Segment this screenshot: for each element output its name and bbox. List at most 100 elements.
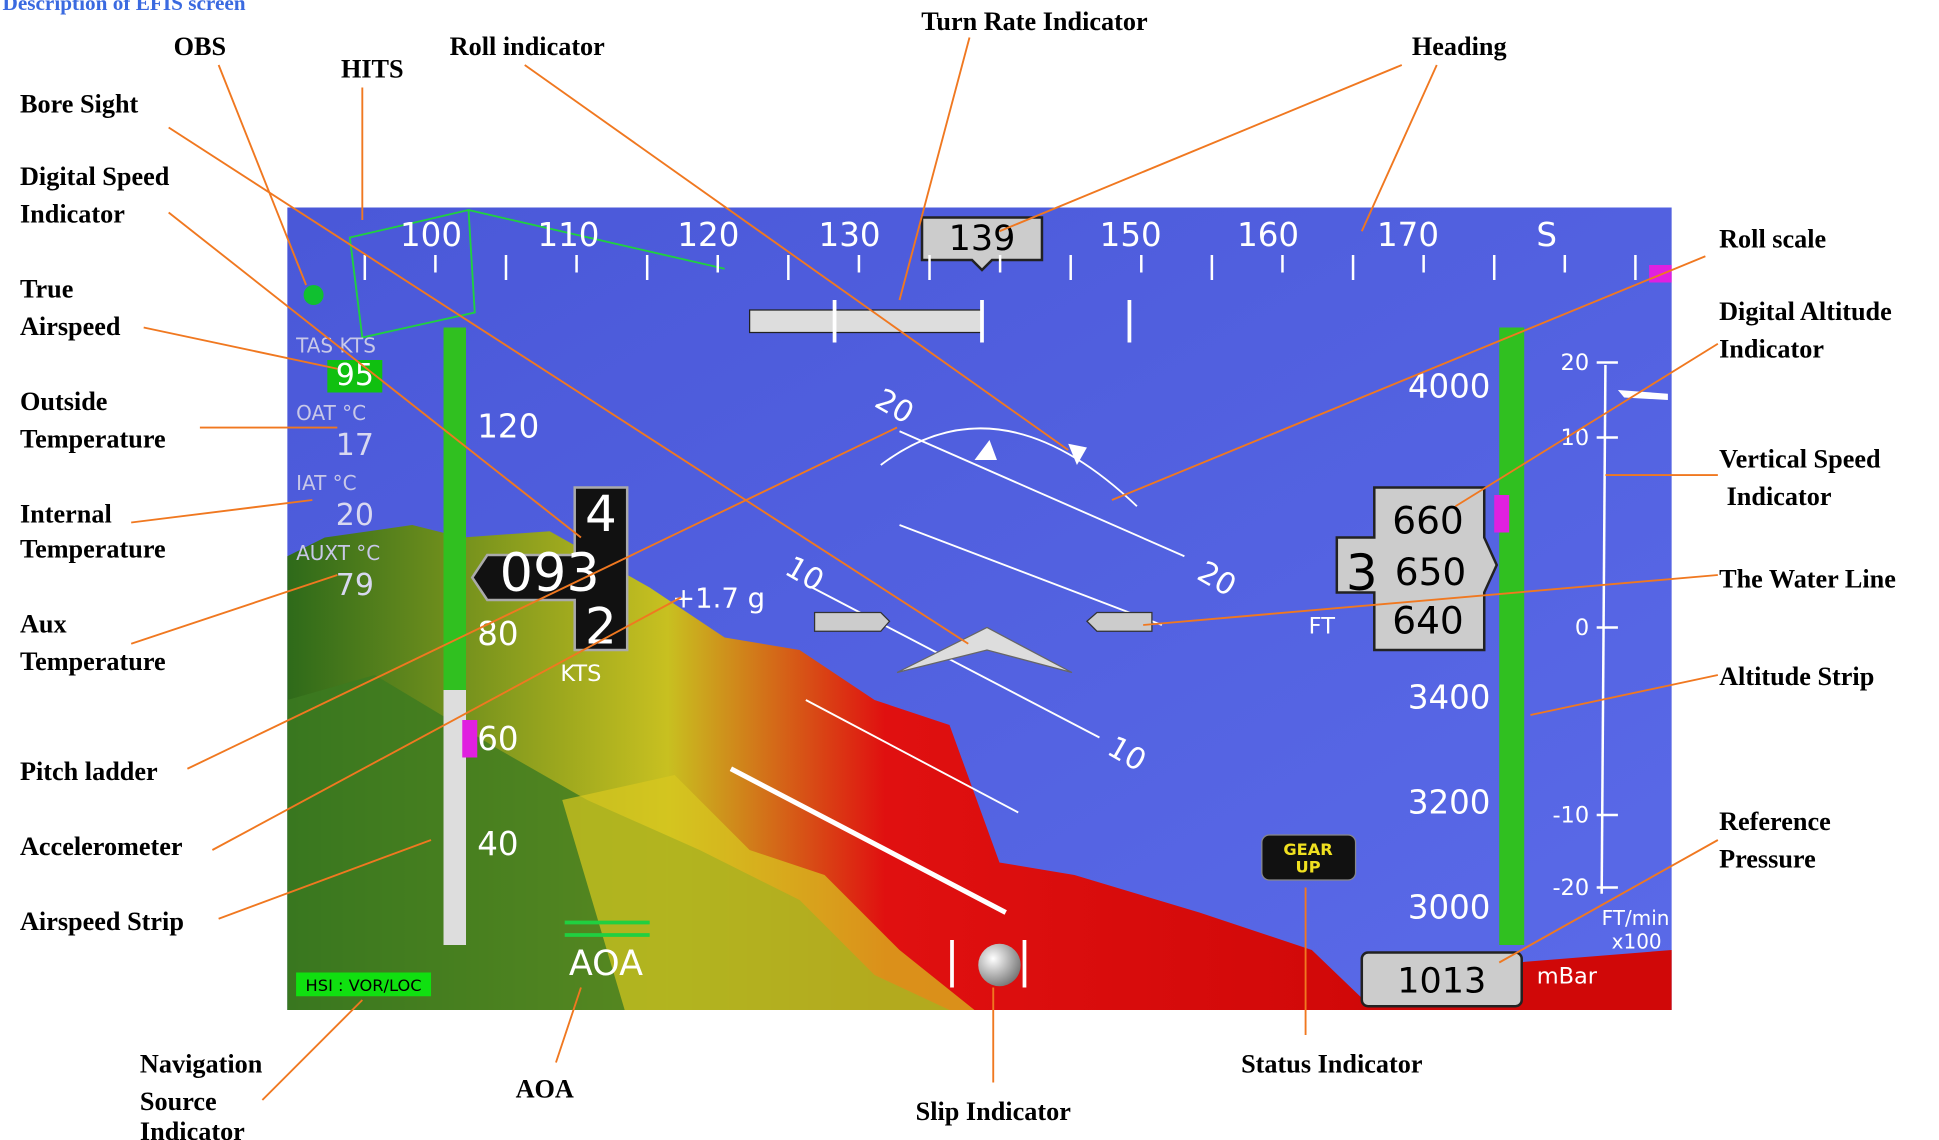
callout-label: AOA — [516, 1074, 574, 1103]
efis-screen — [287, 207, 1672, 1010]
callout-label: Status Indicator — [1241, 1049, 1423, 1078]
gear-box — [1261, 834, 1357, 881]
callout-arrow — [999, 64, 1403, 233]
speed-roll: 4 — [585, 485, 617, 543]
obs-dot — [303, 285, 324, 305]
tas-box — [327, 360, 383, 393]
callout-label: Temperature — [20, 534, 166, 563]
info-label: TAS KTS — [295, 333, 376, 357]
heading-label: 150 — [1100, 216, 1162, 254]
vsi-scale — [1600, 364, 1607, 894]
altitude-label: 3000 — [1408, 889, 1491, 927]
accelerometer: +1.7 g — [672, 582, 765, 614]
callout-label: Slip Indicator — [916, 1097, 1072, 1126]
slip-ball — [978, 943, 1021, 987]
info-label: OAT °C — [296, 401, 366, 425]
altitude-digital: 3 — [1346, 544, 1378, 602]
callout-arrow — [524, 64, 1069, 451]
heading-label: 160 — [1237, 216, 1299, 254]
pitch-line — [899, 430, 1185, 558]
vsi-scale-label: x100 — [1612, 930, 1662, 954]
vsi-unit: FT/min — [1602, 906, 1670, 930]
speed-label: 80 — [477, 615, 518, 653]
bore-sight — [896, 626, 1073, 674]
callout-label: Navigation — [140, 1049, 263, 1078]
callout-arrow — [1111, 255, 1706, 501]
water-line-right — [1086, 611, 1153, 632]
callout-label: Temperature — [20, 647, 166, 676]
altitude-digital: 650 — [1395, 550, 1467, 594]
callout-label: Heading — [1412, 32, 1507, 61]
altitude-label: 4000 — [1408, 367, 1491, 405]
speed-unit: KTS — [560, 661, 601, 687]
callout-label: Vertical Speed — [1719, 444, 1881, 473]
callout-label: Digital Altitude — [1719, 297, 1892, 326]
terrain-yellow — [562, 775, 975, 1010]
roll-scale — [880, 427, 1138, 507]
altitude-roll: 640 — [1392, 599, 1464, 643]
altitude-unit: FT — [1309, 614, 1336, 640]
callout-label: Reference — [1719, 807, 1831, 836]
vsi-label: 0 — [1575, 615, 1589, 641]
callout-arrow — [555, 987, 582, 1063]
callout-arrow — [131, 499, 313, 524]
callout-label: Airspeed Strip — [20, 907, 184, 936]
callout-label: Aux — [20, 609, 67, 638]
callout-label: The Water Line — [1719, 564, 1896, 593]
pressure-value: 1013 — [1397, 961, 1486, 1001]
vsi-label: -20 — [1552, 875, 1589, 901]
callout-arrow — [211, 596, 682, 851]
altitude-strip — [1499, 327, 1525, 945]
callout-arrow — [1360, 64, 1438, 232]
callout-label: Digital Speed — [20, 162, 170, 191]
callout-label: Indicator — [140, 1117, 245, 1140]
roll-indicator — [1068, 443, 1087, 465]
callout-arrow — [898, 37, 971, 301]
info-value: 95 — [336, 358, 374, 393]
callout-label: Roll scale — [1719, 224, 1826, 253]
callout-arrow — [218, 839, 432, 920]
hits-line — [468, 209, 725, 270]
callout-label: True — [20, 274, 73, 303]
callout-label: Roll indicator — [450, 32, 606, 61]
callout-label: Pitch ladder — [20, 757, 158, 786]
callout-arrow — [168, 211, 582, 539]
digital-speed-box — [470, 486, 629, 652]
info-value: 20 — [336, 498, 374, 533]
nav-source: HSI : VOR/LOC — [306, 976, 422, 995]
callout-label: Pressure — [1719, 844, 1816, 873]
info-label: IAT °C — [296, 471, 357, 495]
heading-current: 139 — [949, 219, 1016, 259]
callout-arrow — [1530, 674, 1719, 716]
speed-label: 120 — [477, 407, 539, 445]
speed-label: 40 — [477, 825, 518, 863]
vsi-label: 20 — [1561, 350, 1590, 376]
nav-source-box — [296, 972, 432, 997]
heading-label: S — [1536, 216, 1557, 254]
horizon-line — [729, 766, 1007, 915]
heading-label: 120 — [677, 216, 739, 254]
info-label: AUXT °C — [296, 541, 380, 565]
callout-arrow — [1455, 342, 1719, 508]
heading-label: 170 — [1377, 216, 1439, 254]
vsi-label: -10 — [1552, 802, 1589, 828]
callout-label: HITS — [341, 54, 404, 83]
gear-status: UP — [1296, 857, 1321, 876]
callout-label: OBS — [174, 32, 226, 61]
heading-label: 110 — [537, 216, 599, 254]
altitude-label: 3400 — [1408, 679, 1491, 717]
callout-label: Internal — [20, 499, 112, 528]
callout-label: Bore Sight — [20, 89, 139, 118]
heading-label: 130 — [819, 216, 881, 254]
callout-arrow — [143, 326, 338, 370]
callout-arrow — [217, 64, 307, 286]
pitch-line — [805, 699, 1019, 814]
callout-label: Outside — [20, 387, 107, 416]
gear-status: GEAR — [1283, 840, 1333, 859]
airspeed-strip-low — [443, 690, 467, 945]
callout-arrow — [130, 574, 338, 645]
callout-label: Indicator — [1719, 334, 1824, 363]
callout-arrow — [168, 126, 969, 645]
callout-arrow — [1498, 839, 1719, 964]
